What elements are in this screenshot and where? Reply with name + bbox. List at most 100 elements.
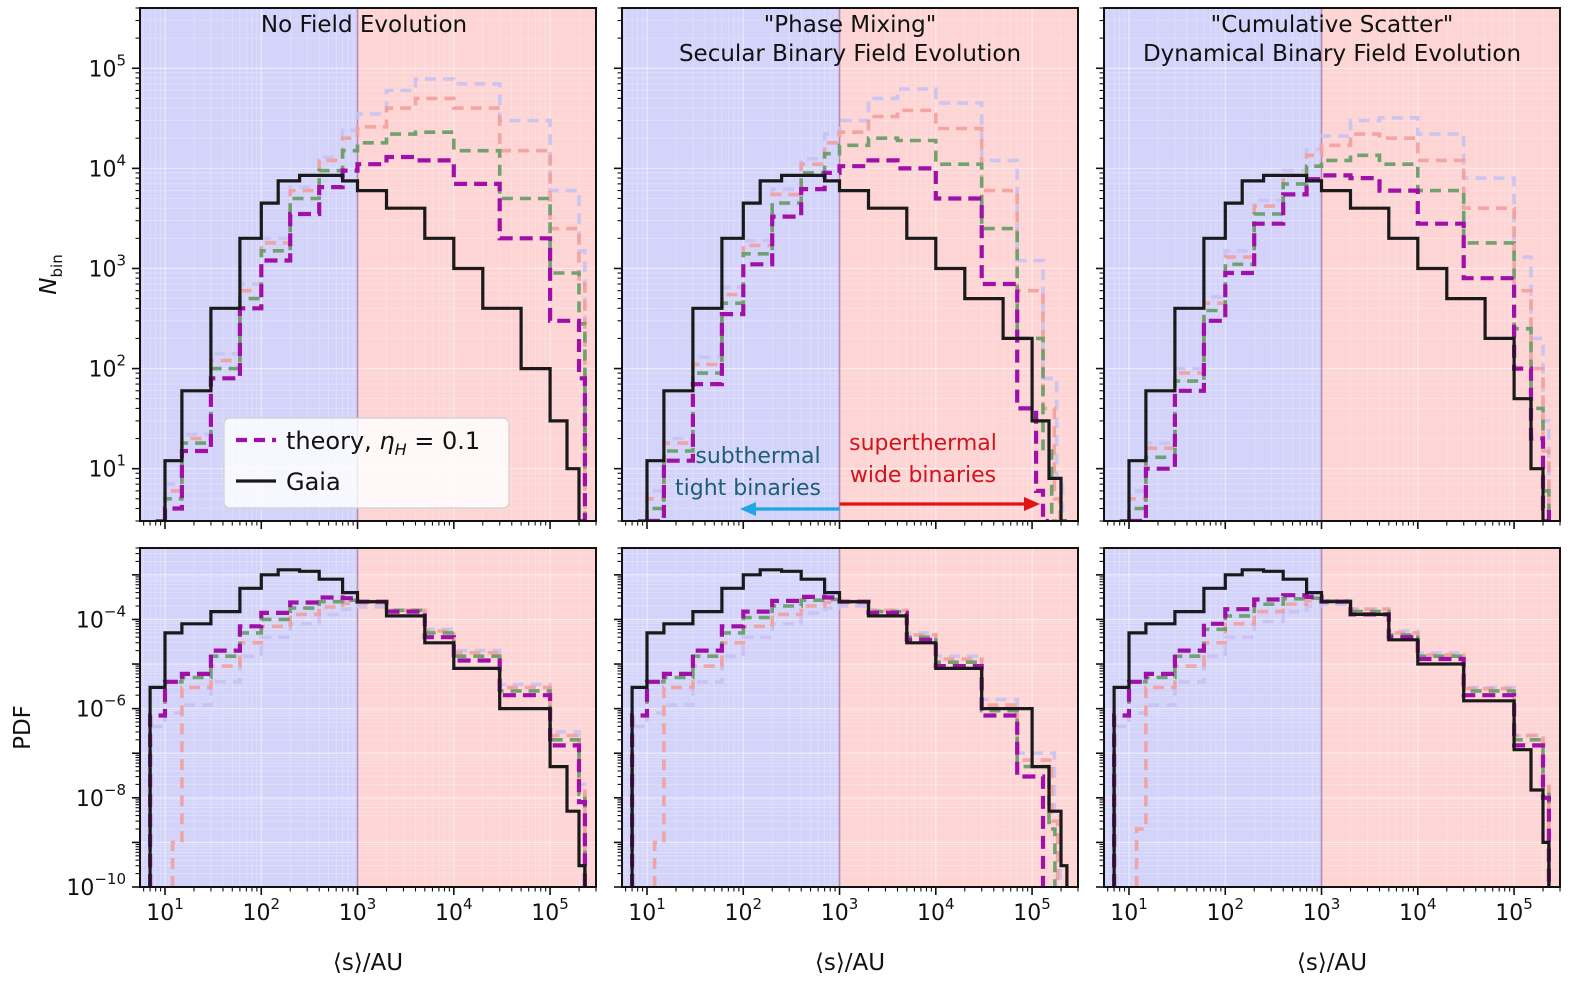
x-tick-label: 103: [821, 895, 859, 926]
series-theory-2: [1112, 596, 1551, 887]
grid: [1104, 548, 1560, 887]
series-group: [148, 568, 587, 887]
subthermal-arrow-head: [740, 502, 756, 516]
legend: theory, ηH = 0.1 Gaia: [223, 417, 510, 509]
grid: [140, 548, 596, 887]
series-gaia: [1112, 568, 1551, 887]
y-tick-label: 105: [88, 51, 126, 82]
x-tick-label: 101: [146, 895, 184, 926]
x-tick-label: 101: [1110, 895, 1148, 926]
legend-gaia-label: Gaia: [286, 468, 341, 496]
subthermal-region: [622, 548, 840, 887]
panel-title: Dynamical Binary Field Evolution: [1143, 41, 1521, 67]
series-theory-4: [630, 604, 1062, 887]
x-tick-label: 102: [242, 895, 280, 926]
series-theory-2: [645, 136, 1058, 521]
series-theory-2: [630, 597, 1057, 887]
series-theory-2: [148, 598, 587, 887]
x-axis-label: ⟨s⟩/AU: [1297, 950, 1367, 976]
series-theory-2: [163, 130, 587, 521]
y-tick-label: 10−6: [76, 692, 126, 723]
series-theory-3: [1127, 132, 1551, 521]
plot-frame: [139, 547, 597, 888]
plot-frame: [621, 7, 1079, 522]
x-tick-label: 103: [339, 895, 377, 926]
x-tick-label: 102: [724, 895, 762, 926]
panel-top-right: "Cumulative Scatter" Dynamical Binary Fie…: [1096, 7, 1561, 529]
series-theory-3: [645, 108, 1062, 521]
grid: [622, 548, 1078, 887]
series-theory-eta-0.1: [148, 595, 587, 887]
legend-box: [223, 417, 510, 509]
panel-title: Secular Binary Field Evolution: [679, 41, 1021, 67]
series-theory-4: [1127, 116, 1551, 521]
series-group: [1119, 116, 1551, 521]
annotation-group: subthermal tight binaries superthermal wide…: [675, 431, 1040, 516]
plot-frame: [1103, 7, 1561, 522]
subthermal-annotation: tight binaries: [675, 476, 821, 501]
series-gaia: [148, 568, 587, 887]
y-tick-label: 102: [88, 352, 126, 383]
series-theory-3: [163, 96, 587, 521]
series-theory-4: [645, 87, 1065, 521]
series-group: [630, 568, 1069, 887]
panel-title: No Field Evolution: [261, 12, 467, 38]
x-tick-label: 105: [531, 895, 569, 926]
y-axis-label-pdf: PDF: [10, 705, 36, 750]
panel-title: "Cumulative Scatter": [1211, 12, 1454, 38]
series-theory-eta-0.1: [1112, 593, 1551, 887]
superthermal-region: [1321, 8, 1560, 521]
series-theory-eta-0.1: [647, 158, 1049, 521]
x-tick-label: 103: [1303, 895, 1341, 926]
superthermal-region: [1321, 548, 1560, 887]
superthermal-region: [839, 8, 1078, 521]
x-tick-label: 104: [435, 895, 473, 926]
y-tick-label: 101: [88, 452, 126, 483]
series-group: [155, 77, 587, 521]
superthermal-arrow-head: [1024, 497, 1040, 511]
series-gaia: [630, 568, 1069, 887]
y-tick-label: 104: [88, 151, 126, 182]
superthermal-region: [839, 548, 1078, 887]
superthermal-annotation: superthermal: [849, 431, 997, 456]
series-theory-4: [163, 77, 587, 521]
legend-theory-label: theory, ηH = 0.1: [286, 427, 480, 459]
series-theory-eta-0.1: [1129, 173, 1551, 521]
x-tick-label: 105: [1013, 895, 1051, 926]
series-group: [637, 87, 1067, 521]
series-theory-2: [1127, 153, 1551, 521]
x-axis-label: ⟨s⟩/AU: [333, 950, 403, 976]
subthermal-region: [1104, 548, 1322, 887]
panel-bottom-middle: 101 102 103 104 105 ⟨s⟩/AU: [614, 547, 1079, 976]
panel-top-left: 101 102 103 104 105 Nbin No Field Evolution the…: [36, 7, 597, 529]
panel-bottom-left: 101 102 103 104 105 ⟨s⟩/AU 10−10 10−8 10−6 10−4 PD…: [10, 547, 597, 976]
x-axis-label: ⟨s⟩/AU: [815, 950, 885, 976]
subthermal-annotation: subthermal: [695, 444, 820, 469]
plot-frame: [621, 547, 1079, 888]
superthermal-annotation: wide binaries: [850, 463, 996, 488]
subthermal-region: [140, 548, 358, 887]
plot-frame: [139, 7, 597, 522]
series-theory-eta-0.1: [162, 154, 587, 521]
x-tick-label: 104: [1399, 895, 1437, 926]
subthermal-region: [1104, 8, 1322, 521]
panel-top-middle: "Phase Mixing" Secular Binary Field Evolu…: [614, 7, 1079, 529]
x-tick-label: 104: [917, 895, 955, 926]
series-gaia: [1119, 173, 1549, 521]
y-axis-label-nbin: Nbin: [36, 254, 66, 294]
plot-frame: [1103, 547, 1561, 888]
y-tick-label: 10−8: [76, 781, 126, 812]
subthermal-region: [622, 8, 840, 521]
y-tick-label: 10−4: [76, 602, 126, 633]
x-tick-label: 105: [1495, 895, 1533, 926]
series-gaia: [155, 173, 585, 521]
x-tick-label: 102: [1206, 895, 1244, 926]
y-tick-label: 103: [88, 251, 126, 282]
panel-bottom-right: 101 102 103 104 105 ⟨s⟩/AU: [1096, 547, 1561, 976]
y-tick-label: 10−10: [66, 870, 126, 901]
x-tick-label: 101: [628, 895, 666, 926]
panel-title: "Phase Mixing": [764, 12, 937, 38]
superthermal-region: [357, 548, 596, 887]
series-gaia: [637, 173, 1067, 521]
